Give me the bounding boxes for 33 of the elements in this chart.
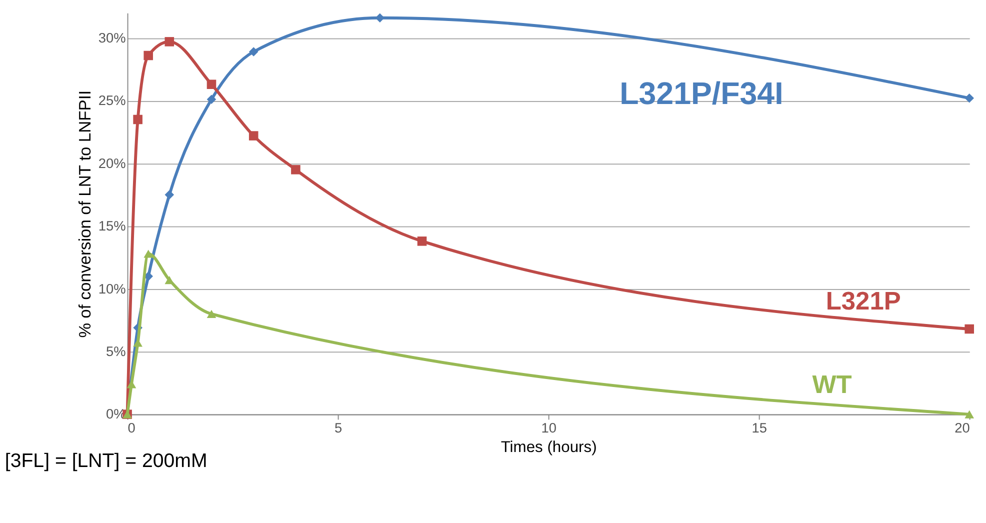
point <box>144 250 153 258</box>
point <box>248 131 258 140</box>
y-tick-label: 20% <box>98 156 126 171</box>
x-tick-label: 0 <box>128 420 136 436</box>
point <box>248 47 258 56</box>
x-tick-label: 20 <box>954 420 970 436</box>
text: [3FL] = [LNT] = 200mM <box>4 450 208 472</box>
series-label: L321P/F34I <box>620 76 784 112</box>
y-tick-label: 5% <box>106 344 126 359</box>
point <box>964 324 974 334</box>
y-axis-title: % of conversion of LNT to LNFPII <box>76 90 95 338</box>
y-tick-label: 25% <box>98 93 126 108</box>
point <box>206 94 216 104</box>
y-tick-label: 15% <box>98 218 126 234</box>
point <box>164 190 174 200</box>
x-tick-label: 10 <box>541 420 557 436</box>
series-label: WT <box>812 370 852 399</box>
x-axis-title: Times (hours) <box>500 438 597 456</box>
point <box>144 50 153 60</box>
point <box>164 37 174 46</box>
series-label: L321P <box>826 287 901 316</box>
point <box>964 94 974 103</box>
y-tick-label: 30% <box>98 30 126 46</box>
point <box>164 276 174 284</box>
x-tick-label: 5 <box>334 420 342 436</box>
point <box>375 13 385 23</box>
point <box>206 310 216 318</box>
point <box>206 80 216 89</box>
y-tick-label: 10% <box>98 281 126 296</box>
point <box>291 165 300 174</box>
point <box>417 236 427 246</box>
x-tick-label: 15 <box>752 420 768 436</box>
point <box>133 114 142 124</box>
